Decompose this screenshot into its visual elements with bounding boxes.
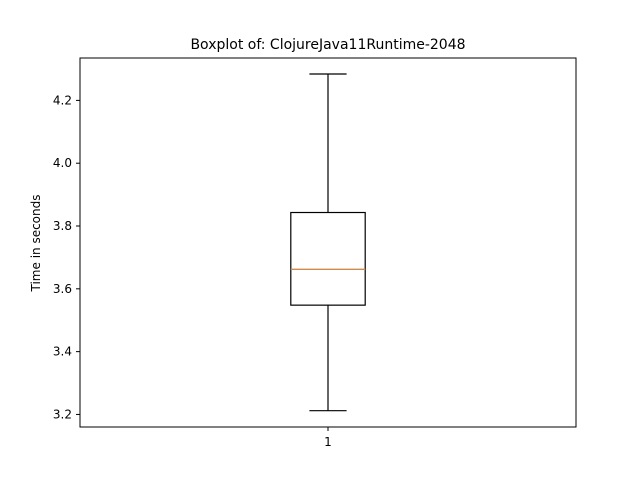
y-axis-label: Time in seconds (29, 195, 43, 293)
y-tick-label: 3.8 (53, 219, 72, 233)
y-tick-label: 3.4 (53, 345, 72, 359)
interquartile-box (290, 211, 366, 306)
y-tick-label: 4.0 (53, 156, 72, 170)
y-tick-label: 4.2 (53, 93, 72, 107)
x-tick-label: 1 (324, 435, 332, 449)
chart-title: Boxplot of: ClojureJava11Runtime-2048 (190, 37, 465, 53)
y-tick-label: 3.2 (53, 407, 72, 421)
y-tick-label: 3.6 (53, 282, 72, 296)
plot-area (290, 73, 366, 412)
axes: 3.2 3.4 3.6 3.8 4.0 4.2 1 (53, 57, 577, 449)
